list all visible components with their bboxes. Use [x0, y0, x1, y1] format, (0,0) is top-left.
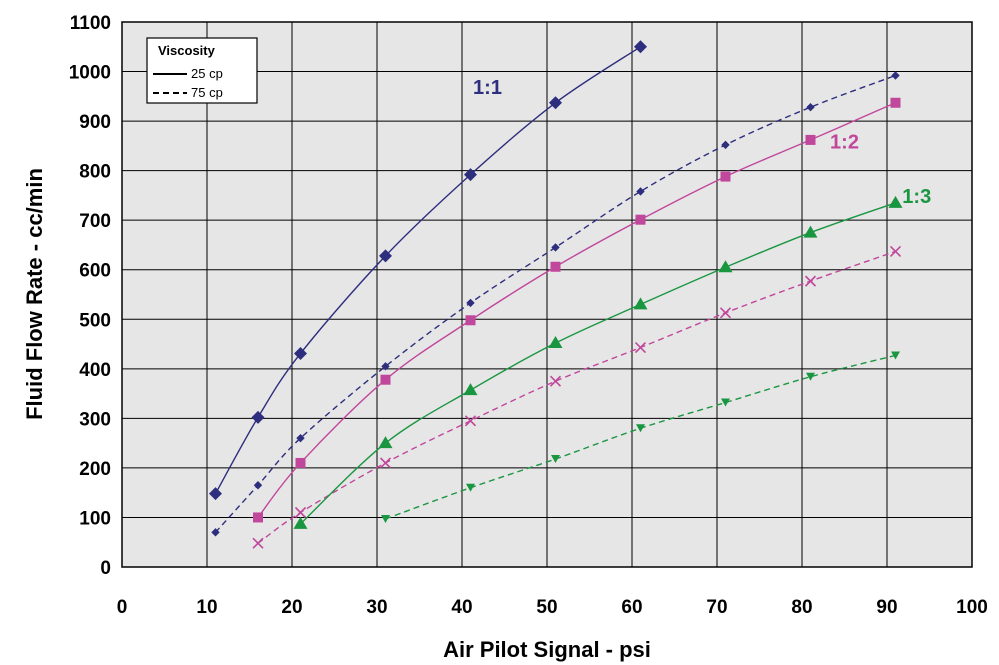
data-point: [296, 433, 305, 443]
data-point: [293, 516, 308, 529]
data-point: [721, 140, 730, 150]
data-point: [380, 374, 391, 385]
data-point: [721, 398, 730, 407]
data-point: [295, 457, 306, 468]
y-tick-label: 800: [79, 162, 111, 183]
data-point: [251, 410, 265, 424]
data-point: [718, 260, 733, 273]
x-tick-label: 20: [281, 597, 302, 618]
x-tick-label: 30: [366, 597, 387, 618]
y-tick-label: 100: [79, 508, 111, 529]
data-point: [550, 261, 561, 272]
grid-lines: [122, 22, 972, 567]
data-point: [633, 297, 648, 310]
y-tick-label: 300: [79, 409, 111, 430]
data-point: [378, 436, 393, 449]
data-point: [890, 97, 901, 108]
ratio-label: 1:2: [830, 131, 859, 153]
x-tick-label: 50: [536, 597, 557, 618]
data-point: [463, 383, 478, 396]
series-line-1-2-75cp: [257, 250, 896, 544]
data-point: [294, 506, 307, 519]
data-point: [804, 275, 817, 287]
data-point: [636, 424, 645, 433]
data-point: [806, 103, 815, 112]
legend-entry-75cp: 75 cp: [191, 85, 223, 100]
series-line-1-1-75cp: [214, 74, 896, 533]
data-point: [548, 336, 563, 349]
tick-labels: 0 10 20 30 40 50 60 70 80 90 100010020030040050060…: [69, 13, 988, 618]
data-point: [381, 362, 390, 371]
y-tick-label: 500: [79, 310, 111, 331]
marker-layer: [209, 40, 903, 549]
data-point: [719, 307, 732, 319]
data-point: [551, 454, 560, 463]
y-tick-label: 700: [79, 211, 111, 232]
data-point: [381, 514, 390, 523]
data-point: [635, 214, 646, 225]
x-tick-label: 10: [196, 597, 217, 618]
x-tick-label: 40: [451, 597, 472, 618]
y-tick-label: 1100: [70, 13, 111, 34]
x-tick-label: 0: [117, 597, 128, 618]
y-tick-label: 600: [79, 261, 111, 282]
legend: Viscosity 25 cp 75 cp: [146, 37, 258, 104]
ratio-label: 1:1: [473, 77, 502, 99]
data-point: [464, 415, 477, 427]
y-tick-label: 0: [100, 558, 111, 579]
ratio-label: 1:3: [902, 186, 931, 208]
data-point: [294, 346, 307, 360]
data-point: [549, 375, 562, 387]
data-point: [720, 171, 731, 182]
data-point: [551, 243, 560, 252]
legend-title: Viscosity: [158, 43, 216, 58]
data-point: [211, 528, 220, 537]
data-point: [465, 315, 476, 326]
ratio-labels: 1:1 1:2 1:3: [473, 77, 931, 208]
data-point: [252, 537, 264, 549]
x-tick-label: 70: [706, 597, 727, 618]
data-point: [889, 245, 902, 257]
data-point: [634, 40, 647, 54]
data-point: [891, 71, 900, 80]
data-point: [253, 481, 263, 490]
data-point: [466, 483, 475, 492]
x-tick-label: 90: [876, 597, 897, 618]
data-point: [888, 195, 903, 208]
x-axis-title: Air Pilot Signal - psi: [443, 637, 651, 662]
data-point: [379, 457, 392, 469]
y-tick-label: 200: [79, 459, 111, 480]
data-point: [464, 168, 477, 182]
data-point: [253, 512, 263, 523]
y-axis-title: Fluid Flow Rate - cc/min: [22, 168, 47, 420]
data-point: [891, 351, 900, 360]
data-point: [466, 298, 475, 308]
data-point: [636, 187, 645, 196]
data-point: [209, 487, 222, 501]
data-point: [634, 341, 647, 354]
x-tick-label: 80: [791, 597, 812, 618]
y-tick-label: 1000: [69, 63, 111, 84]
y-tick-label: 900: [79, 112, 111, 133]
data-point: [803, 225, 818, 238]
y-tick-label: 400: [79, 360, 111, 381]
data-point: [549, 96, 562, 110]
data-point: [806, 372, 815, 381]
x-tick-label: 60: [621, 597, 642, 618]
data-point: [379, 249, 392, 263]
legend-entry-25cp: 25 cp: [191, 66, 223, 81]
data-point: [805, 134, 816, 145]
x-tick-label: 100: [956, 597, 988, 618]
